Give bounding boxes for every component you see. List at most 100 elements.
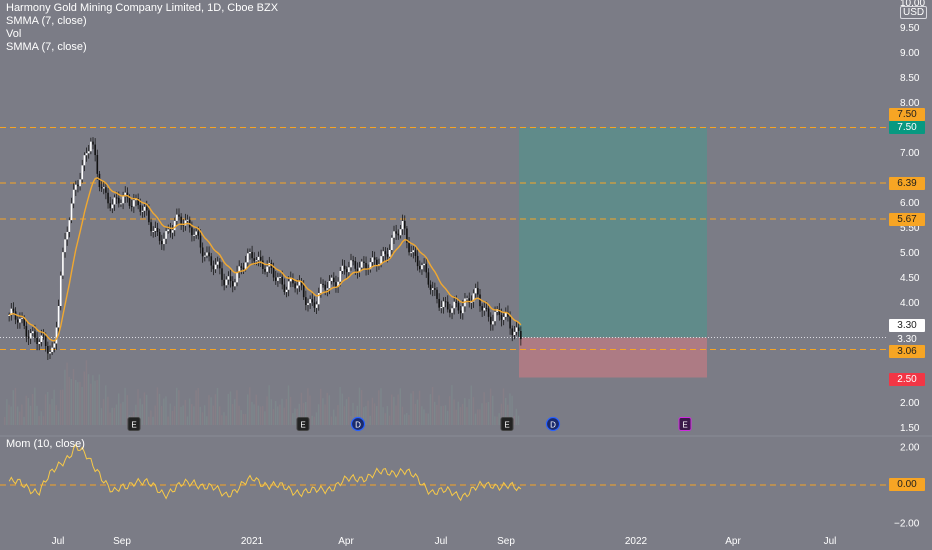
volume-bar	[496, 416, 498, 425]
candle-body	[105, 187, 107, 193]
candle-body	[393, 231, 395, 238]
volume-bar	[262, 406, 264, 425]
candle-body	[44, 336, 47, 347]
candle-body	[408, 242, 410, 253]
volume-bar	[62, 389, 64, 425]
candle-body	[315, 304, 318, 308]
volume-bar	[431, 387, 434, 425]
volume-bar	[504, 397, 507, 425]
volume-bar	[195, 390, 197, 425]
volume-bar	[423, 409, 425, 425]
volume-bar	[178, 390, 180, 425]
candle-body	[19, 318, 21, 323]
candle-body	[489, 316, 492, 325]
candle-body	[502, 316, 505, 320]
tag-7-50-teal[interactable]: 7.50	[889, 121, 925, 134]
earnings-event-icon[interactable]	[678, 417, 692, 431]
volume-bar	[167, 416, 169, 425]
candle-body	[350, 260, 352, 268]
smma-line[interactable]	[8, 177, 522, 342]
volume-bar	[483, 392, 485, 425]
tag-3-30-last[interactable]: 3.30	[889, 319, 925, 332]
volume-bar	[292, 413, 294, 425]
price-axis-tick: 9.00	[900, 48, 920, 59]
candle-body	[240, 266, 243, 268]
smma-indicator-label[interactable]: SMMA (7, close)	[6, 15, 87, 27]
volume-bar	[21, 404, 23, 425]
volume-bar	[203, 405, 206, 425]
event-label: E	[300, 421, 305, 430]
price-axis-tick: 4.00	[900, 298, 920, 309]
volume-bar	[459, 407, 462, 425]
volume-bar	[259, 406, 262, 425]
stop-zone[interactable]	[519, 337, 707, 378]
volume-bar	[470, 385, 472, 425]
volume-bar	[212, 405, 214, 425]
symbol-title[interactable]: Harmony Gold Mining Company Limited, 1D,…	[6, 2, 279, 14]
candle-body	[352, 260, 354, 262]
volume-bar	[253, 404, 255, 425]
volume-bar	[388, 415, 391, 425]
volume-bar	[141, 404, 143, 425]
tag-mom-0[interactable]: 0.00	[889, 478, 925, 491]
candle-body	[247, 253, 249, 263]
candle-body	[309, 299, 311, 304]
volume-bar	[109, 412, 111, 425]
candle-body	[317, 293, 320, 305]
candle-body	[29, 333, 32, 339]
candle-body	[169, 229, 172, 233]
time-axis-label: Sep	[497, 536, 515, 547]
candle-body	[419, 266, 421, 270]
candle-body	[23, 317, 26, 326]
volume-bar	[188, 398, 191, 425]
tag-7-50-orange[interactable]: 7.50	[889, 108, 925, 121]
candle-body	[412, 250, 415, 253]
tag-5-67[interactable]: 5.67	[889, 213, 925, 226]
volume-indicator-label[interactable]: Vol	[6, 28, 22, 40]
candle-body	[165, 231, 167, 239]
candle-body	[395, 231, 397, 234]
earnings-event-icon[interactable]	[127, 417, 141, 431]
candle-body	[266, 266, 268, 272]
earnings-event-icon[interactable]	[296, 417, 310, 431]
volume-bar	[227, 393, 229, 425]
candle-body	[85, 153, 88, 156]
tag-2-50[interactable]: 2.50	[889, 373, 925, 386]
volume-bar	[210, 397, 212, 425]
tag-3-06[interactable]: 3.06	[889, 345, 925, 358]
candle-body	[307, 303, 309, 305]
target-zone[interactable]	[519, 127, 707, 338]
volume-bar	[137, 389, 139, 425]
dividend-event-icon[interactable]	[545, 416, 561, 432]
candle-body	[386, 254, 389, 257]
currency-badge[interactable]: USD	[900, 6, 928, 19]
volume-bar	[216, 387, 219, 425]
candle-body	[324, 284, 327, 290]
volume-bar	[468, 398, 470, 425]
candle-body	[72, 189, 75, 204]
time-axis-label: Jul	[52, 536, 65, 547]
volume-bar	[477, 409, 479, 425]
volume-bar	[305, 401, 307, 425]
volume-bar	[68, 376, 70, 425]
momentum-label[interactable]: Mom (10, close)	[6, 438, 85, 450]
tag-6-39[interactable]: 6.39	[889, 177, 925, 190]
volume-bar	[393, 396, 395, 425]
volume-bar	[240, 410, 242, 425]
volume-bar	[225, 415, 227, 425]
earnings-event-icon[interactable]	[500, 417, 514, 431]
volume-bar	[461, 403, 464, 425]
volume-bar	[117, 393, 120, 425]
dividend-event-icon[interactable]	[350, 416, 366, 432]
candle-body	[455, 301, 458, 303]
candle-body	[397, 233, 400, 236]
volume-bar	[399, 388, 401, 425]
candle-body	[32, 331, 34, 334]
event-label: D	[355, 421, 361, 430]
tag-3-30-text[interactable]: 3.30	[897, 334, 917, 345]
volume-bar	[500, 403, 503, 425]
smma-indicator-label-2[interactable]: SMMA (7, close)	[6, 41, 87, 53]
momentum-line[interactable]	[8, 443, 522, 502]
candle-body	[505, 312, 507, 317]
